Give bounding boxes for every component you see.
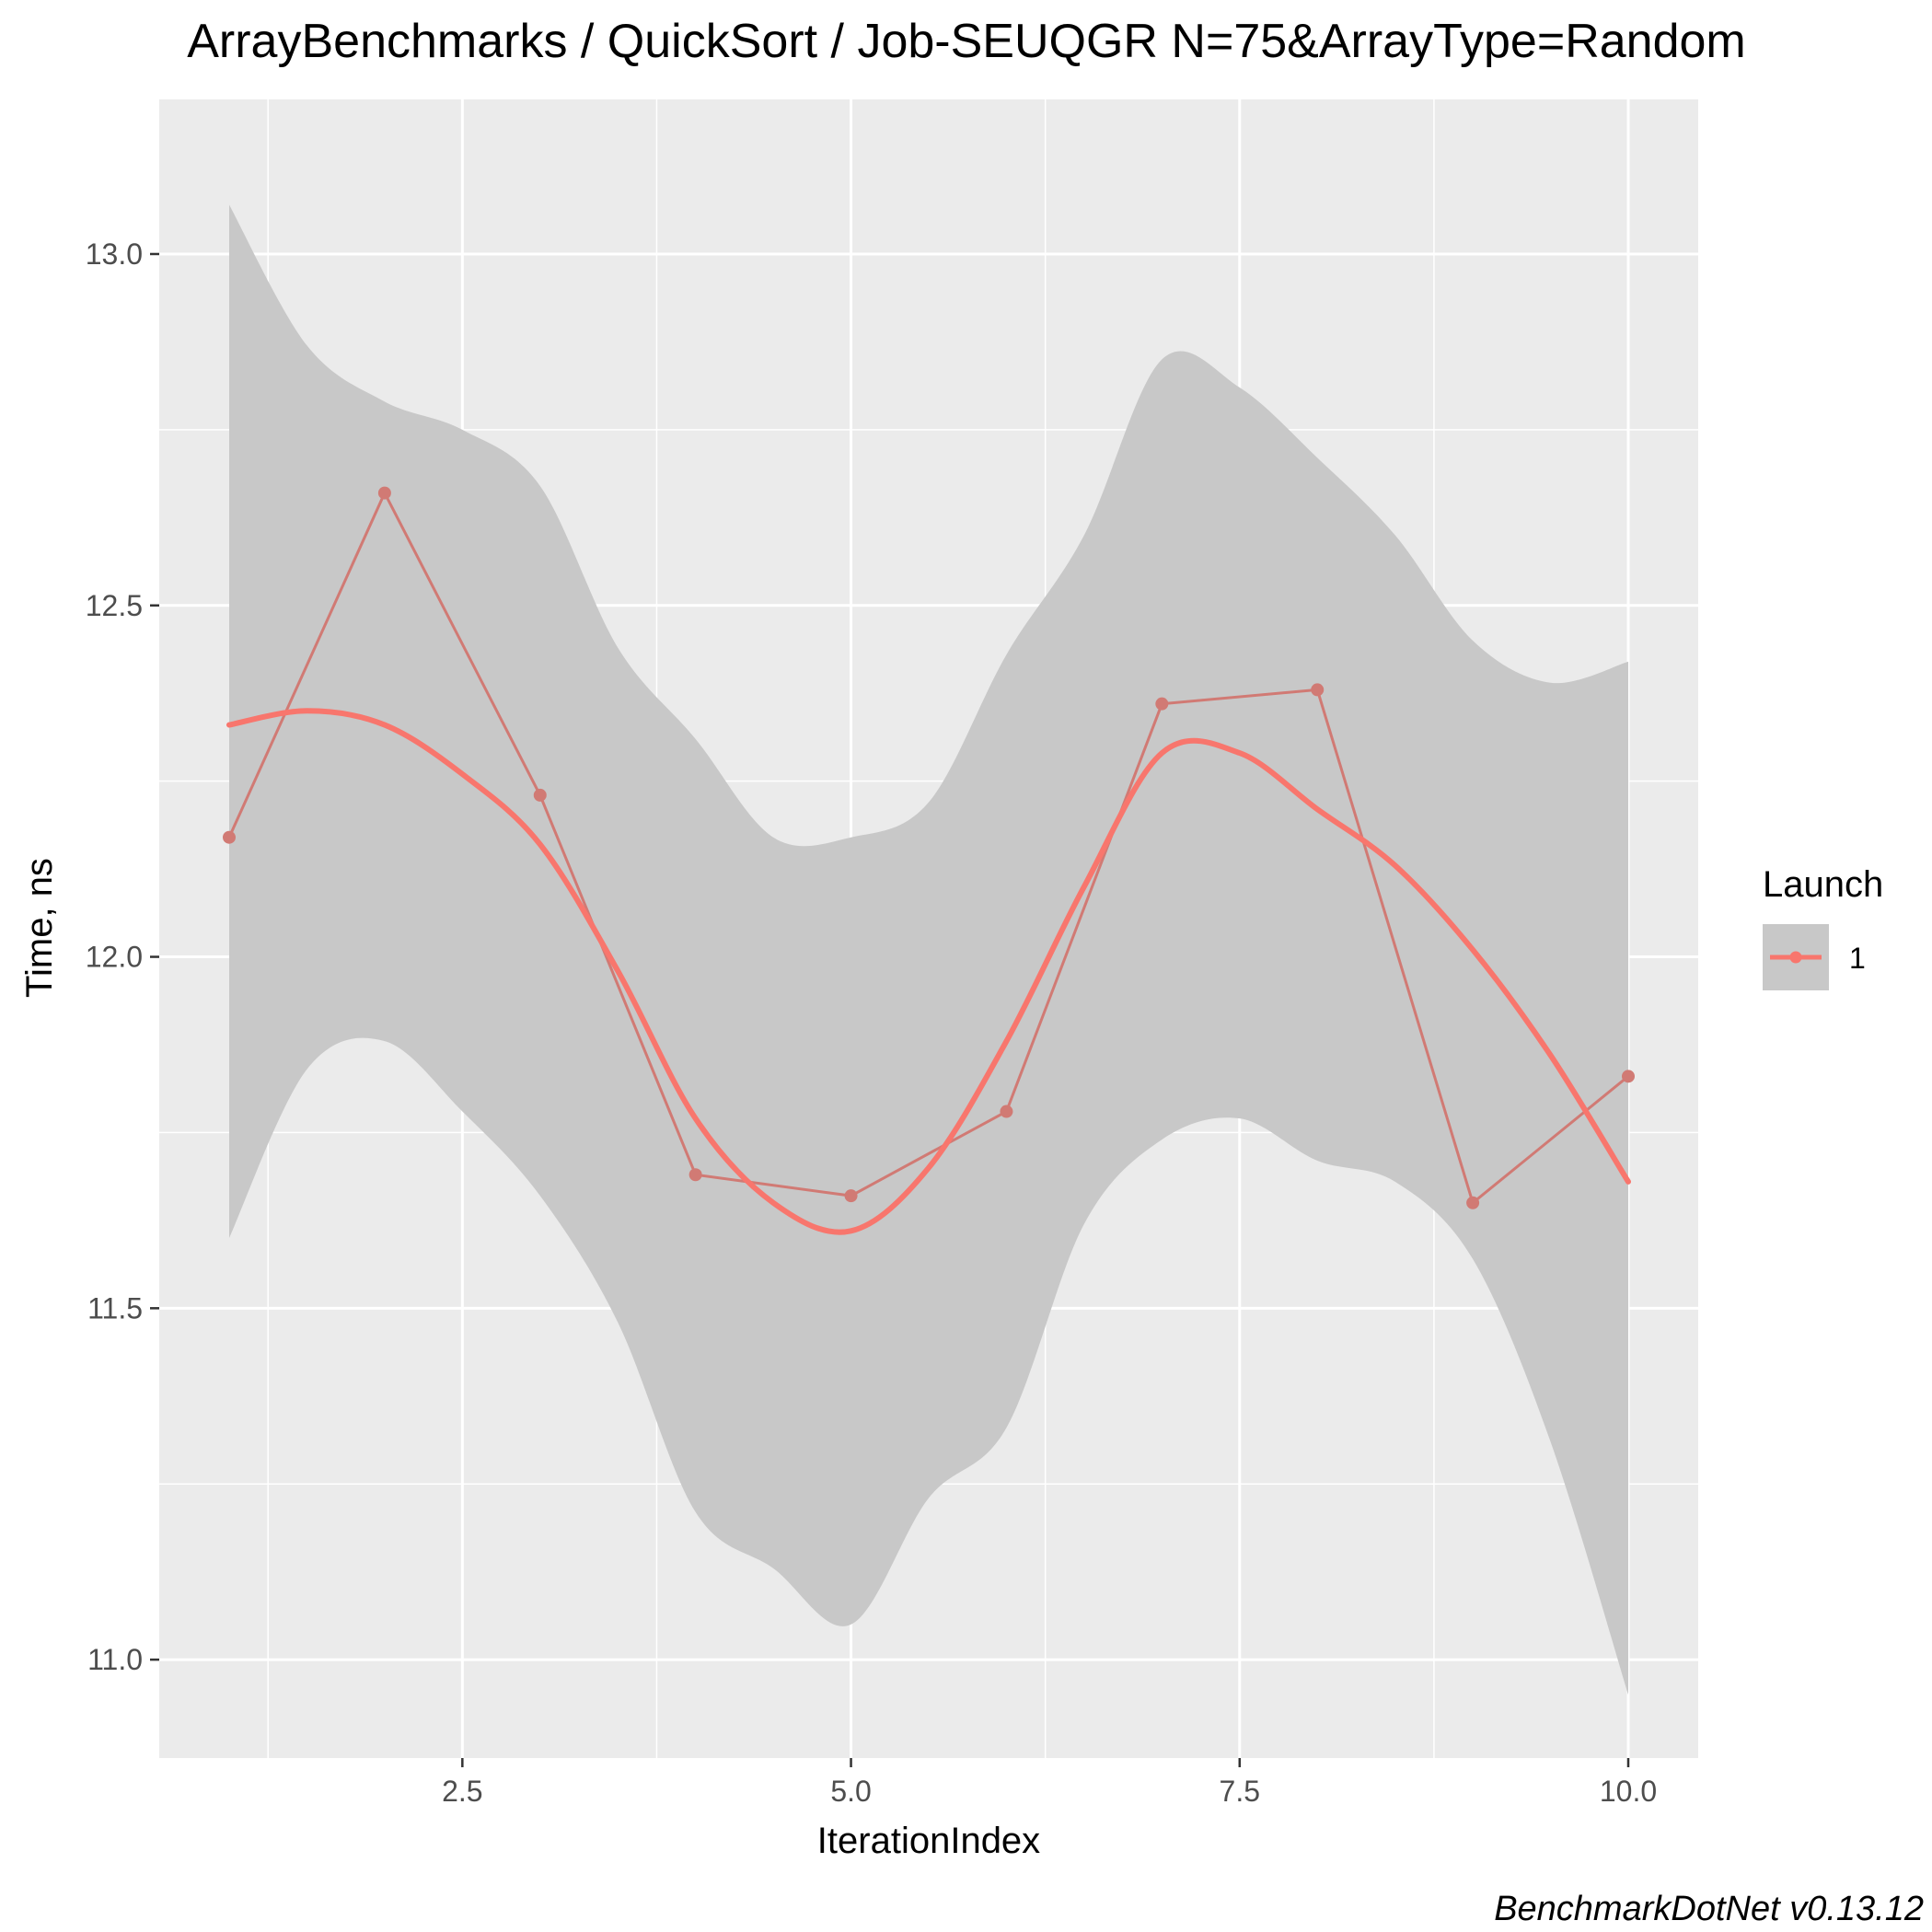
y-tick-label: 11.0 — [87, 1643, 143, 1676]
x-tick-label: 7.5 — [1220, 1775, 1260, 1808]
data-point — [844, 1189, 858, 1203]
legend-title: Launch — [1763, 864, 1883, 905]
x-axis-title: IterationIndex — [817, 1821, 1040, 1861]
chart-title: ArrayBenchmarks / QuickSort / Job-SEUQGR… — [187, 15, 1746, 68]
smooth-line — [226, 708, 1631, 1235]
series-line — [227, 490, 1629, 1206]
data-point — [223, 830, 236, 844]
legend-label: 1 — [1849, 942, 1866, 975]
data-point — [377, 486, 391, 500]
data-point — [1000, 1105, 1013, 1118]
y-tick-label: 11.5 — [87, 1291, 143, 1325]
legend-key-point — [1789, 951, 1802, 964]
confidence-band — [229, 204, 1628, 1695]
x-tick-label: 10.0 — [1600, 1775, 1657, 1808]
y-axis-title: Time, ns — [19, 858, 60, 998]
data-point — [1155, 697, 1169, 711]
x-tick-label: 2.5 — [442, 1775, 482, 1808]
data-point — [1622, 1070, 1635, 1083]
data-point — [1466, 1196, 1480, 1209]
y-tick-label: 13.0 — [86, 237, 143, 271]
legend: Launch 1 — [1763, 864, 1883, 990]
x-tick-label: 5.0 — [830, 1775, 871, 1808]
y-axis-ticks: 11.0 11.5 12.0 12.5 13.0 — [86, 237, 159, 1676]
data-point — [533, 788, 547, 802]
series-points — [223, 486, 1635, 1209]
caption: BenchmarkDotNet v0.13.12 — [1494, 1890, 1924, 1928]
data-point — [688, 1168, 702, 1182]
x-axis-ticks: 2.5 5.0 7.5 10.0 — [442, 1758, 1657, 1808]
data-point — [1311, 683, 1325, 697]
y-tick-label: 12.5 — [86, 589, 143, 622]
y-tick-label: 12.0 — [86, 941, 143, 974]
